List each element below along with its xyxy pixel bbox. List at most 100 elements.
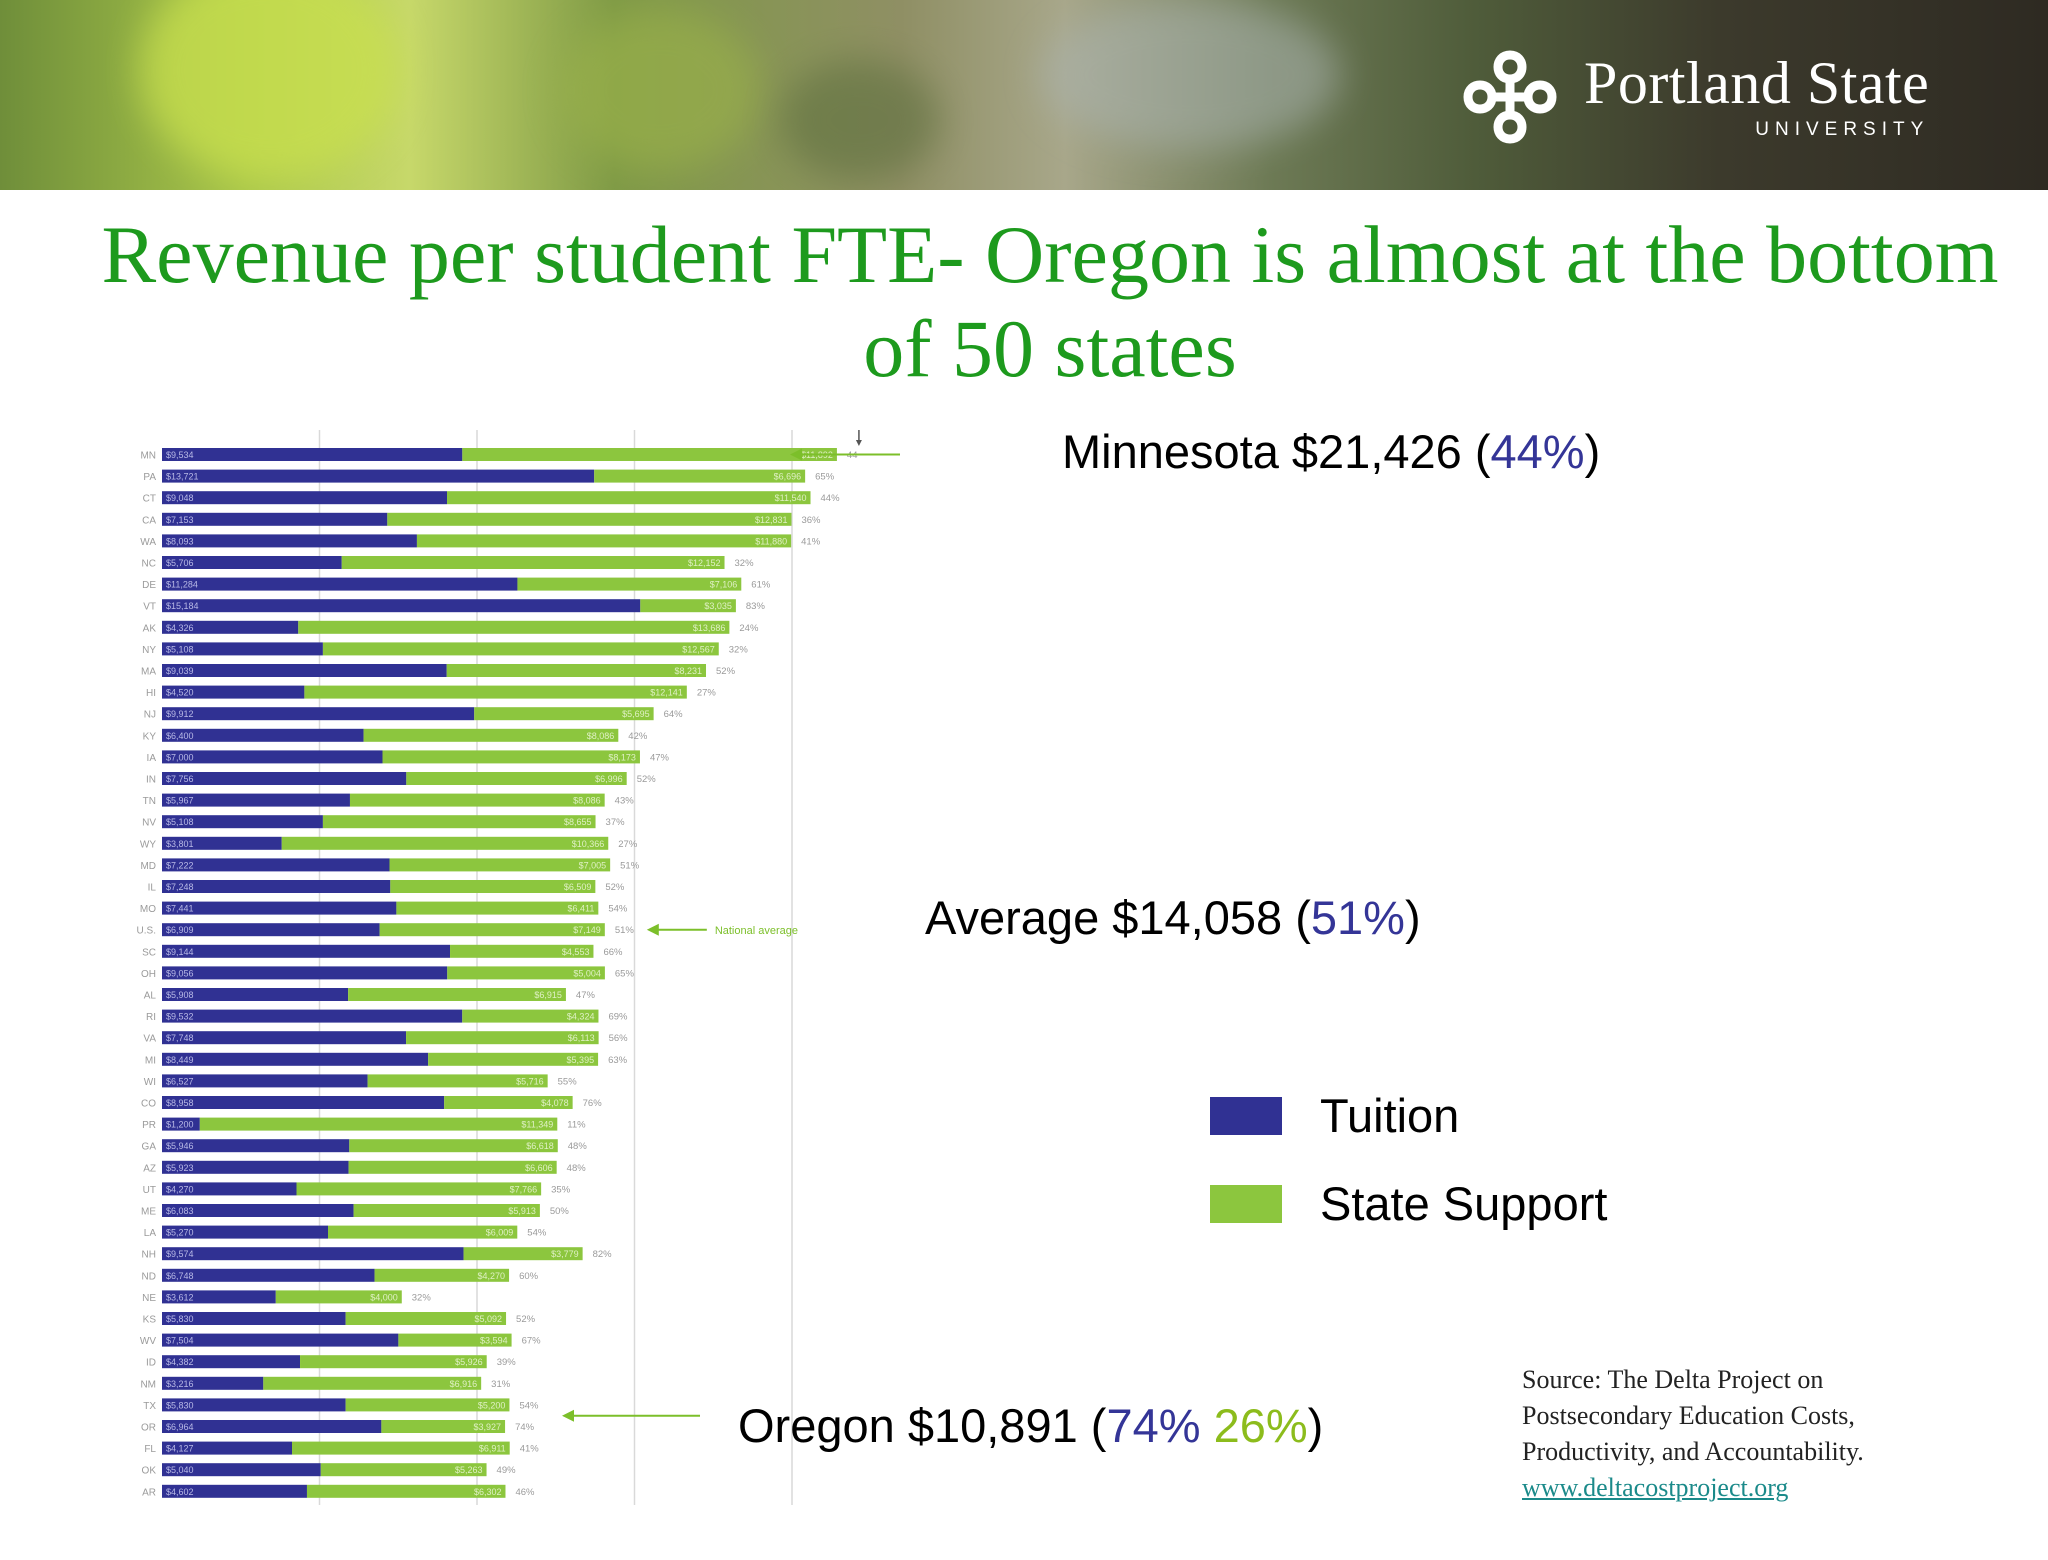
pct-label: 69%	[608, 1012, 628, 1023]
pct-label: 47%	[650, 752, 670, 763]
bar-tuition	[162, 642, 323, 656]
state-label: TN	[143, 796, 156, 807]
bar-state-support	[348, 988, 566, 1001]
bar-state-support	[381, 1420, 506, 1433]
bar-state-support	[428, 1052, 599, 1066]
state-label: MD	[140, 861, 156, 872]
bar-state-support	[304, 685, 687, 699]
pct-label: 48%	[568, 1141, 588, 1152]
value-label-tuition: $1,200	[166, 1120, 194, 1130]
value-label-state: $5,200	[478, 1400, 506, 1410]
source-link[interactable]: www.deltacostproject.org	[1522, 1473, 1789, 1502]
pct-label: 42%	[628, 731, 648, 742]
value-label-tuition: $7,756	[166, 774, 194, 784]
pct-label: 43%	[615, 796, 635, 807]
slide-title: Revenue per student FTE- Oregon is almos…	[101, 209, 1999, 394]
state-label: KY	[143, 731, 157, 742]
bar-tuition	[162, 469, 595, 483]
pct-label: 39%	[497, 1357, 517, 1368]
bar-state-support	[322, 642, 719, 656]
pct-label: 24%	[739, 623, 759, 634]
state-label: TX	[143, 1401, 156, 1412]
bar-tuition	[162, 448, 463, 461]
bar-state-support	[275, 1290, 402, 1304]
value-label-state: $12,141	[650, 688, 683, 698]
bar-state-support	[349, 793, 605, 807]
value-label-state: $3,779	[551, 1249, 579, 1259]
state-label: ID	[146, 1358, 156, 1369]
value-label-tuition: $3,216	[166, 1379, 194, 1389]
bar-tuition	[162, 577, 518, 591]
bar-tuition	[162, 1225, 329, 1239]
state-label: FL	[144, 1444, 156, 1455]
value-label-tuition: $9,056	[166, 968, 194, 978]
value-label-tuition: $4,520	[166, 688, 194, 698]
state-label: U.S.	[137, 926, 156, 937]
bar-tuition	[162, 1420, 382, 1433]
pct-label: 27%	[697, 688, 717, 699]
state-label: NE	[142, 1293, 156, 1304]
value-label-tuition: $7,441	[166, 904, 194, 914]
value-label-state: $11,349	[521, 1120, 553, 1130]
bar-tuition	[162, 1160, 349, 1174]
logo-name: Portland State	[1584, 50, 1930, 116]
pct-label: 76%	[583, 1098, 603, 1109]
callout-oregon-sep	[1201, 1399, 1214, 1452]
callout-average-pct: 51%	[1310, 891, 1405, 944]
state-label: AK	[143, 623, 157, 634]
pct-label: 49%	[497, 1465, 517, 1476]
pct-label: 32%	[729, 644, 749, 655]
value-label-tuition: $9,048	[166, 493, 194, 503]
bar-state-support	[398, 1333, 512, 1347]
stacked-bar-chart: MN$9,534$11,89244PA$13,721$6,69665%CT$9,…	[137, 430, 900, 1505]
bar-tuition	[162, 772, 407, 785]
bar-tuition	[162, 1355, 301, 1369]
value-label-tuition: $9,039	[166, 666, 194, 676]
value-label-state: $6,916	[450, 1379, 478, 1389]
value-label-tuition: $9,534	[166, 450, 194, 460]
value-label-state: $6,606	[525, 1163, 553, 1173]
bar-tuition	[162, 1052, 429, 1066]
value-label-state: $11,880	[755, 536, 787, 546]
bar-tuition	[162, 793, 350, 807]
callout-average-close: )	[1404, 891, 1421, 944]
value-label-tuition: $7,248	[166, 882, 194, 892]
callout-oregon-pct-state: 26%	[1213, 1399, 1308, 1452]
value-label-tuition: $9,144	[166, 947, 194, 957]
bar-tuition	[162, 1376, 264, 1390]
value-label-state: $6,996	[595, 774, 623, 784]
state-label: RI	[146, 1012, 156, 1023]
value-label-tuition: $4,127	[166, 1444, 194, 1454]
value-label-tuition: $7,000	[166, 752, 194, 762]
pct-label: 52%	[605, 882, 625, 893]
bar-state-support	[298, 620, 730, 634]
value-label-state: $6,618	[526, 1141, 554, 1151]
bar-state-support	[444, 1096, 573, 1109]
psu-logo: Portland State UNIVERSITY	[1458, 42, 1929, 152]
value-label-tuition: $8,449	[166, 1055, 194, 1065]
value-label-state: $12,567	[682, 644, 715, 654]
value-label-state: $3,927	[474, 1422, 502, 1432]
value-label-state: $6,411	[567, 904, 594, 914]
pct-label: 83%	[746, 601, 766, 612]
bar-state-support	[416, 534, 792, 548]
bar-tuition	[162, 880, 391, 893]
state-label: OR	[141, 1423, 156, 1434]
callout-oregon-pct-tuition: 74%	[1106, 1399, 1201, 1452]
state-label: AL	[144, 991, 157, 1002]
callout-minnesota: Minnesota $21,426 (44%)	[1062, 424, 1600, 479]
bar-tuition	[162, 988, 349, 1001]
bar-tuition	[162, 1463, 321, 1477]
bar-state-support	[390, 880, 596, 893]
pct-label: 74%	[515, 1422, 535, 1433]
bar-state-support	[396, 901, 599, 915]
pct-label: 46%	[515, 1487, 535, 1498]
value-label-tuition: $5,108	[166, 644, 194, 654]
value-label-state: $6,915	[534, 990, 562, 1000]
pct-label: 52%	[716, 666, 736, 677]
value-label-state: $6,696	[774, 472, 802, 482]
pct-label: 27%	[618, 839, 638, 850]
bar-state-support	[382, 750, 640, 764]
value-label-state: $7,766	[510, 1184, 538, 1194]
state-label: AZ	[143, 1163, 156, 1174]
